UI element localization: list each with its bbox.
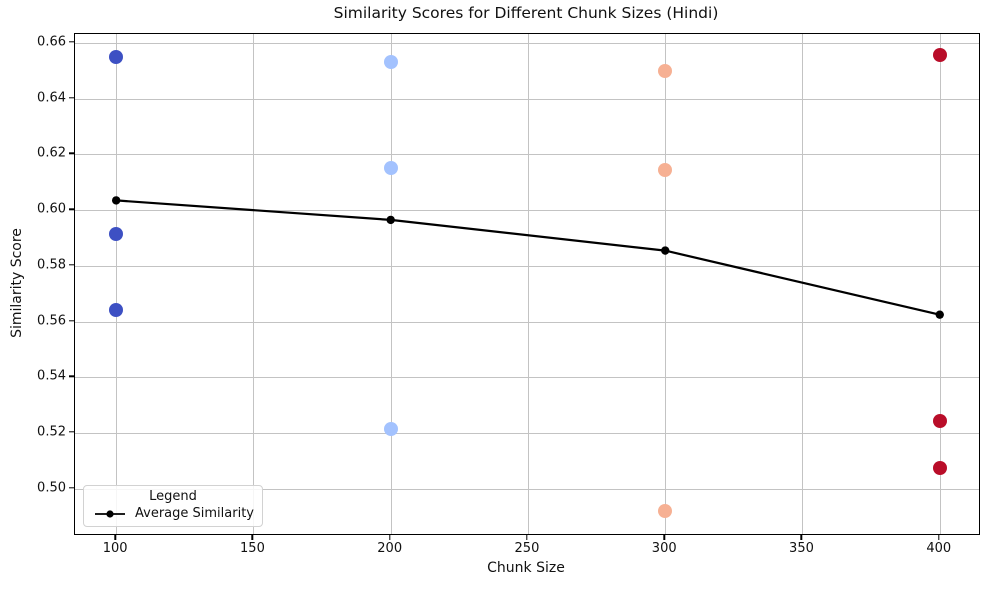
x-tick-mark xyxy=(526,534,528,540)
scatter-point xyxy=(383,421,398,436)
y-tick-mark xyxy=(69,487,74,489)
y-tick-label: 0.66 xyxy=(37,34,66,50)
x-gridline xyxy=(665,34,667,534)
plot-area: Legend Average Similarity xyxy=(74,33,980,535)
y-gridline xyxy=(75,265,979,267)
y-tick-label: 0.52 xyxy=(37,424,66,440)
scatter-point xyxy=(109,303,124,318)
y-tick-mark xyxy=(69,264,74,266)
x-tick-label: 200 xyxy=(377,541,403,556)
x-gridline xyxy=(390,34,392,534)
line-dot-marker-icon xyxy=(94,509,126,519)
y-tick-label: 0.50 xyxy=(37,480,66,496)
y-gridline xyxy=(75,377,979,379)
y-gridline xyxy=(75,321,979,323)
y-tick-mark xyxy=(69,319,74,322)
x-axis-label: Chunk Size xyxy=(487,560,565,576)
scatter-point xyxy=(383,161,398,176)
grid-layer xyxy=(75,34,979,534)
scatter-points-layer xyxy=(75,34,979,534)
y-gridline xyxy=(75,42,979,44)
x-tick-label: 400 xyxy=(926,541,952,556)
average-line-path xyxy=(116,199,940,316)
legend-entry-label: Average Similarity xyxy=(135,506,254,521)
x-tick-label: 250 xyxy=(514,541,540,556)
scatter-point xyxy=(383,55,398,70)
scatter-point xyxy=(932,460,947,475)
average-point-marker xyxy=(386,215,395,225)
y-gridline xyxy=(75,98,979,100)
x-gridline xyxy=(116,34,118,534)
x-tick-mark xyxy=(663,534,665,540)
y-axis-label: Similarity Score xyxy=(9,228,25,338)
y-gridline xyxy=(75,433,979,435)
y-gridline xyxy=(75,154,979,156)
scatter-point xyxy=(109,226,124,241)
y-tick-label: 0.54 xyxy=(37,368,66,384)
x-tick-mark xyxy=(251,534,254,540)
chart-title: Similarity Scores for Different Chunk Si… xyxy=(333,4,719,22)
y-tick-label: 0.58 xyxy=(37,257,66,273)
y-tick-label: 0.60 xyxy=(37,201,66,217)
x-tick-label: 100 xyxy=(102,541,128,556)
y-tick-mark xyxy=(69,375,74,378)
y-tick-mark xyxy=(69,208,74,210)
x-tick-mark xyxy=(388,534,391,540)
legend-title: Legend xyxy=(149,489,197,504)
y-tick-label: 0.56 xyxy=(37,313,66,329)
legend-entry-average-similarity: Average Similarity xyxy=(90,506,256,521)
y-tick-mark xyxy=(69,96,74,99)
average-point-marker xyxy=(111,196,121,205)
x-tick-mark xyxy=(938,534,940,540)
x-gridline xyxy=(939,34,941,534)
x-gridline xyxy=(802,34,804,534)
y-tick-mark xyxy=(69,41,74,43)
average-similarity-line xyxy=(111,196,944,319)
y-gridline xyxy=(75,488,979,490)
y-tick-label: 0.64 xyxy=(37,90,66,106)
scatter-point xyxy=(932,413,947,428)
scatter-point xyxy=(658,63,673,78)
x-tick-mark xyxy=(800,534,803,540)
y-tick-label: 0.62 xyxy=(37,145,66,161)
legend: Legend Average Similarity xyxy=(83,485,263,527)
x-gridline xyxy=(253,34,255,534)
y-tick-mark xyxy=(69,431,74,433)
scatter-point xyxy=(109,49,124,64)
x-tick-label: 300 xyxy=(651,541,677,556)
average-point-marker xyxy=(661,246,670,255)
x-tick-label: 350 xyxy=(789,541,814,556)
x-tick-mark xyxy=(114,534,116,540)
y-gridline xyxy=(75,210,979,212)
average-point-marker xyxy=(935,310,944,319)
scatter-point xyxy=(932,48,947,63)
y-tick-mark xyxy=(69,152,74,155)
x-tick-label: 150 xyxy=(240,541,265,556)
scatter-point xyxy=(658,162,673,177)
x-gridline xyxy=(527,34,529,534)
scatter-point xyxy=(658,504,673,519)
